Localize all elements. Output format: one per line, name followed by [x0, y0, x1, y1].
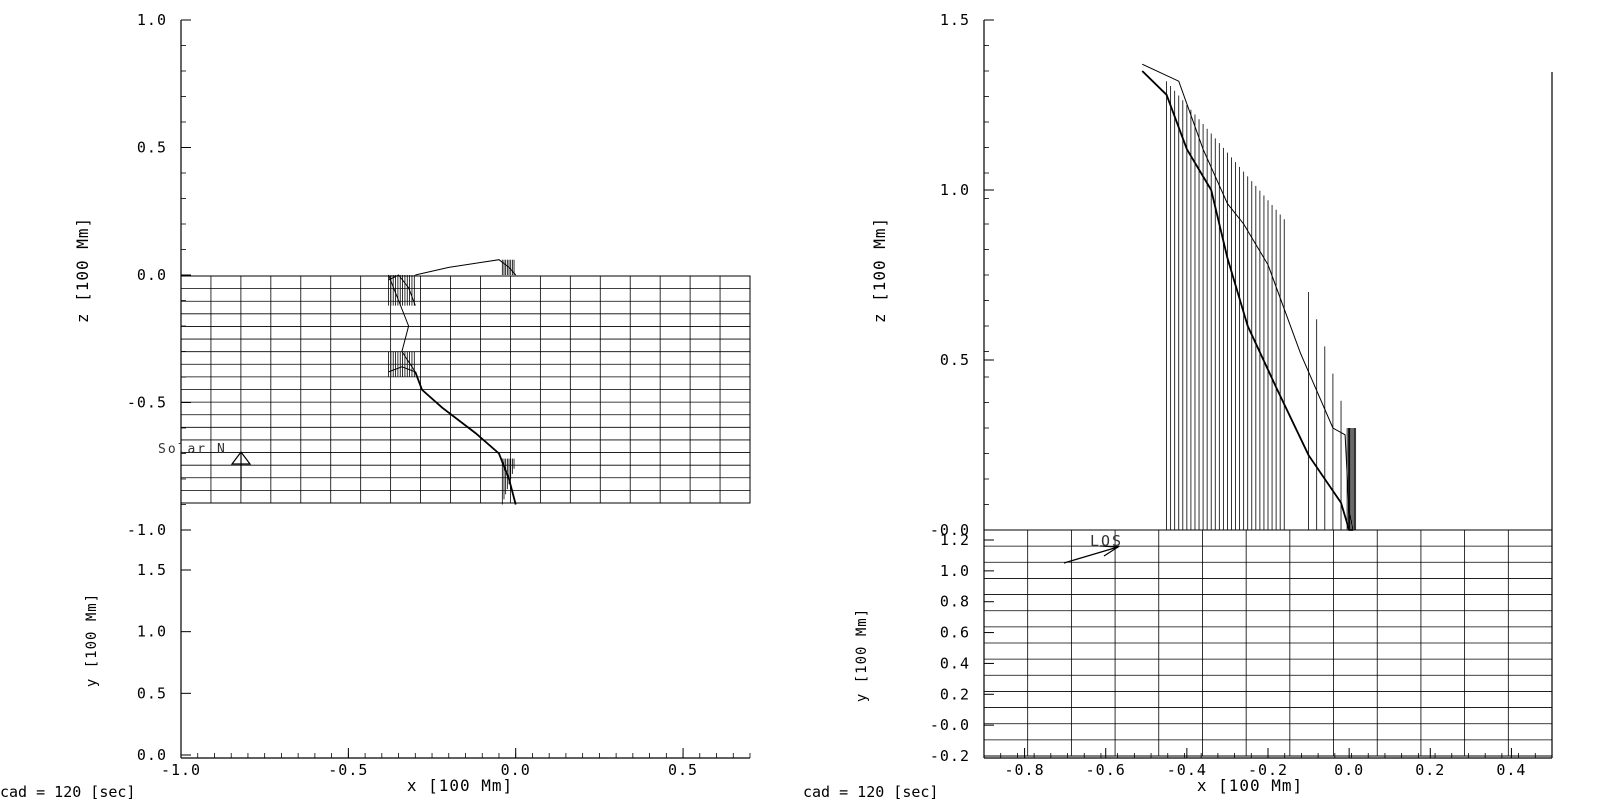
right-x-tick-label: 0.4: [1496, 761, 1526, 779]
left-series-line: [388, 366, 416, 373]
left-x-tick-label: -1.0: [161, 761, 201, 779]
right-zlabel: z [100 Mm]: [870, 217, 889, 323]
left-xlabel: x [100 Mm]: [407, 776, 513, 795]
right-xlabel: x [100 Mm]: [1197, 776, 1303, 795]
left-x-tick-label: 0.5: [668, 761, 698, 779]
right-y-tick-label: 1.0: [940, 562, 970, 580]
right-x-tick-label: 0.0: [1334, 761, 1364, 779]
right-y-tick-label: 0.2: [940, 685, 970, 703]
right-x-tick-label: 0.2: [1415, 761, 1445, 779]
left-series-line: [414, 371, 517, 505]
left-x-tick-label: 0.0: [501, 761, 531, 779]
right-y-tick-label: 0.8: [940, 593, 970, 611]
left-series-line: [415, 259, 517, 276]
right-x-tick-label: -0.8: [1005, 761, 1045, 779]
left-series: [388, 259, 517, 505]
left-y-tick-label: 0.0: [137, 746, 167, 764]
left-z-tick-label: 0.5: [137, 139, 167, 157]
left-z-tick-label: -0.5: [127, 394, 167, 412]
left-y-tick-label: 0.5: [137, 684, 167, 702]
left-y-tick-label: 1.0: [137, 623, 167, 641]
right-y-tick-label: 0.6: [940, 624, 970, 642]
right-panel: 1.51.00.5-0.01.21.00.80.60.40.2-0.0-0.2-…: [803, 11, 1553, 800]
left-y-tick-label: 1.5: [137, 561, 167, 579]
right-ylabel: y [100 Mm]: [854, 608, 870, 702]
left-cad-label: cad = 120 [sec]: [0, 783, 135, 800]
right-x-tick-label: -0.4: [1167, 761, 1207, 779]
right-series: [1141, 63, 1357, 531]
solar-n-marker: Solar N: [158, 442, 252, 490]
solar-n-label: Solar N: [158, 442, 227, 457]
left-z-tick-label: -1.0: [127, 521, 167, 539]
left-zlabel: z [100 Mm]: [73, 217, 92, 323]
left-panel: 1.00.50.0-0.5-1.01.51.00.50.0-1.0 -0.5 0.0…: [0, 11, 751, 800]
left-grid: [180, 275, 751, 504]
right-y-tick-label: 0.4: [940, 654, 970, 672]
left-axes: 1.00.50.0-0.5-1.01.51.00.50.0-1.0 -0.5 0.0…: [127, 11, 751, 779]
right-z-tick-label: -0.0: [930, 521, 970, 539]
los-label: LOS: [1090, 532, 1123, 550]
right-y-tick-label: -0.2: [930, 747, 970, 765]
right-y-tick-label: -0.0: [930, 716, 970, 734]
left-z-tick-label: 1.0: [137, 11, 167, 29]
right-grid: [983, 529, 1553, 757]
right-z-tick-label: 1.0: [940, 181, 970, 199]
left-z-tick-label: 0.0: [137, 266, 167, 284]
right-axes: 1.51.00.5-0.01.21.00.80.60.40.2-0.0-0.2-…: [930, 11, 1553, 779]
right-cad-label: cad = 120 [sec]: [803, 783, 938, 800]
right-x-tick-label: -0.2: [1248, 761, 1288, 779]
los-marker: LOS: [1063, 532, 1123, 564]
left-series-line: [388, 274, 416, 373]
left-x-tick-label: -0.5: [328, 761, 368, 779]
right-z-tick-label: 0.5: [940, 351, 970, 369]
left-ylabel: y [100 Mm]: [84, 593, 100, 687]
right-z-tick-label: 1.5: [940, 11, 970, 29]
right-x-tick-label: -0.6: [1086, 761, 1126, 779]
right-y-tick-label: 1.2: [940, 531, 970, 549]
